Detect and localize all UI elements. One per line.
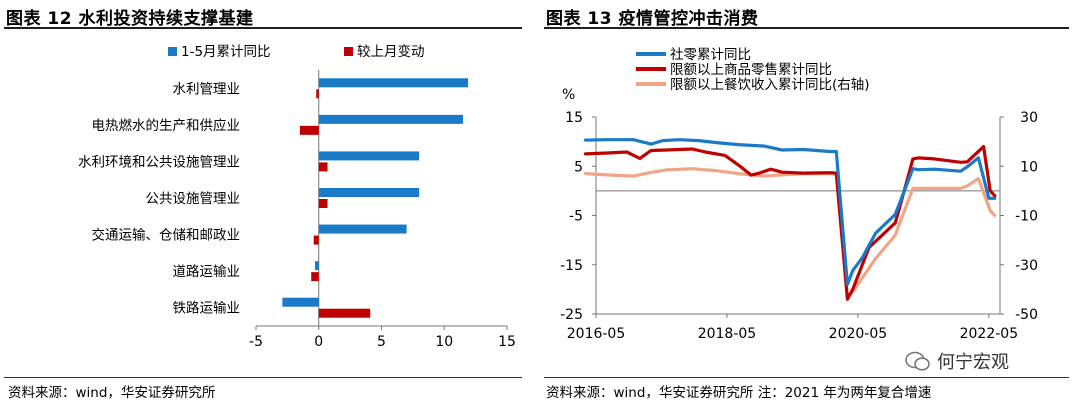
right-chart-title: 图表 13 疫情管控冲击消费 — [546, 9, 759, 29]
x-tick-label: 15 — [498, 334, 516, 350]
series-line-1 — [583, 138, 997, 286]
legend-swatch-2 — [344, 47, 353, 56]
bar-ytd — [318, 114, 464, 124]
bar-mom — [318, 199, 328, 208]
y-left-tick-label: 5 — [574, 159, 583, 175]
bar-mom — [311, 272, 319, 282]
y-left-tick-label: -25 — [560, 307, 583, 323]
left-bar-chart: 1-5月累计同比 较上月变动水利管理业电热燃水的生产和供应业水利环境和公共设施管理… — [78, 44, 516, 350]
left-source-rule — [4, 377, 522, 378]
left-source: 资料来源：wind，华安证券研究所 — [8, 385, 216, 401]
legend-label-1: 社零累计同比 — [670, 47, 751, 63]
bar-ytd — [318, 151, 420, 161]
right-title-rule — [544, 27, 1069, 29]
legend-label-2: 较上月变动 — [357, 44, 425, 60]
left-chart-title: 图表 12 水利投资持续支撑基建 — [6, 9, 254, 29]
watermark-text: 何宁宏观 — [937, 352, 1009, 373]
right-source-rule — [544, 377, 1069, 378]
y-left-tick-label: 15 — [565, 110, 583, 126]
left-title-rule — [4, 27, 522, 29]
bar-ytd — [282, 297, 319, 307]
x-tick-label: 10 — [435, 334, 453, 350]
bar-ytd — [318, 188, 420, 197]
legend-label-3: 限额以上餐饮收入累计同比(右轴) — [670, 77, 870, 93]
category-label: 道路运输业 — [173, 264, 241, 280]
category-label: 公共设施管理业 — [146, 191, 241, 207]
x-tick-label: 2020-05 — [829, 326, 888, 342]
bar-mom — [299, 125, 319, 135]
y-right-tick-label: -10 — [1015, 209, 1038, 225]
legend-label-1: 1-5月累计同比 — [181, 44, 271, 60]
x-tick-label: 5 — [377, 334, 386, 350]
legend-label-2: 限额以上商品零售累计同比 — [670, 62, 832, 78]
category-label: 铁路运输业 — [173, 301, 241, 317]
x-tick-label: 2022-05 — [960, 326, 1019, 342]
category-label: 交通运输、仓储和邮政业 — [92, 227, 241, 244]
wechat-icon — [905, 351, 930, 371]
y-left-unit: % — [562, 87, 575, 103]
y-right-tick-label: -50 — [1015, 307, 1038, 323]
category-label: 水利环境和公共设施管理业 — [78, 154, 240, 170]
series-line-2 — [583, 144, 997, 301]
y-left-tick-label: -5 — [569, 209, 583, 225]
bar-ytd — [318, 224, 407, 234]
y-right-tick-label: 10 — [1020, 159, 1038, 175]
x-tick-label: -5 — [249, 334, 263, 350]
legend-swatch-1 — [168, 47, 177, 56]
bar-mom — [316, 89, 319, 99]
bar-ytd — [314, 261, 319, 271]
series-line-3 — [583, 167, 997, 299]
right-source: 资料来源：wind，华安证券研究所 注：2021 年为两年复合增速 — [546, 385, 932, 401]
y-right-tick-label: -30 — [1015, 258, 1038, 274]
bar-mom — [318, 308, 371, 318]
x-tick-label: 2018-05 — [698, 326, 757, 342]
category-label: 水利管理业 — [173, 81, 241, 97]
watermark: 何宁宏观 — [905, 348, 1009, 374]
bar-mom — [318, 162, 328, 172]
x-tick-label: 0 — [314, 334, 323, 350]
bar-ytd — [318, 78, 469, 88]
y-left-tick-label: -15 — [560, 258, 583, 274]
bar-mom — [313, 235, 319, 245]
x-tick-label: 2016-05 — [567, 326, 626, 342]
left-legend: 1-5月累计同比 较上月变动 — [168, 44, 425, 60]
y-right-tick-label: 30 — [1020, 110, 1038, 126]
category-label: 电热燃水的生产和供应业 — [92, 117, 241, 134]
